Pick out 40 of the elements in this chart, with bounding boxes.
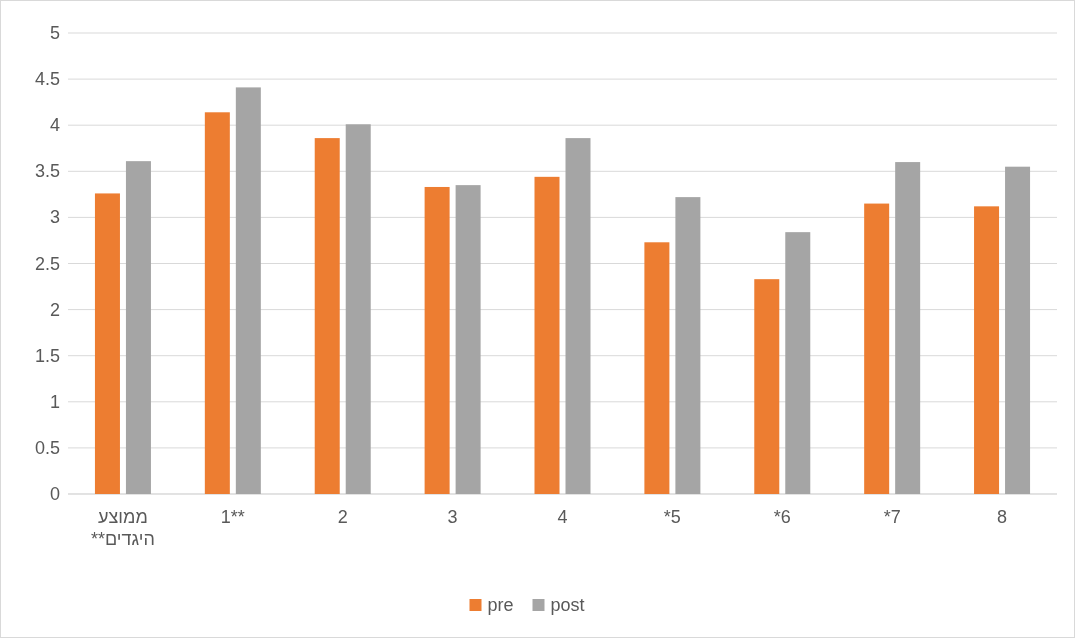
x-tick-label: ממוצע היגדים** [90, 506, 156, 550]
x-tick-label: *5 [662, 506, 682, 528]
x-tick-label: 8 [996, 506, 1009, 528]
y-tick-label: 5 [49, 23, 60, 43]
y-tick-label: 3 [49, 207, 60, 228]
bar [125, 161, 151, 494]
bar [895, 162, 921, 494]
y-tick-label: 3.5 [34, 161, 60, 182]
bar [675, 197, 701, 494]
x-tick-label: *7 [882, 506, 902, 528]
bar [754, 279, 780, 494]
bar [235, 87, 261, 494]
bar [864, 203, 890, 494]
y-tick-label: 0.5 [34, 437, 60, 458]
y-tick-label: 2 [49, 299, 60, 320]
y-tick-label: 2.5 [34, 253, 60, 274]
bar [974, 206, 1000, 494]
legend-label: pre [487, 595, 514, 615]
legend-label: post [550, 595, 585, 615]
bar [565, 138, 591, 494]
x-tick-label: 2 [336, 506, 349, 528]
y-tick-label: 1.5 [34, 345, 60, 366]
bar [785, 232, 811, 494]
x-tick-label: *6 [772, 506, 792, 528]
x-tick-label: 1** [219, 506, 246, 528]
bar [314, 138, 340, 494]
y-tick-label: 4.5 [34, 69, 60, 90]
bar [94, 193, 120, 494]
bar [644, 242, 670, 494]
x-tick-label: 4 [556, 506, 569, 528]
bar [534, 176, 560, 494]
bar [1005, 166, 1031, 494]
bar [455, 185, 481, 494]
y-tick-label: 4 [49, 115, 60, 136]
y-tick-label: 0 [49, 484, 60, 504]
bar [345, 124, 371, 494]
x-tick-label: 3 [446, 506, 459, 528]
y-tick-label: 1 [49, 391, 60, 412]
bar [204, 112, 230, 494]
bar [424, 186, 450, 494]
